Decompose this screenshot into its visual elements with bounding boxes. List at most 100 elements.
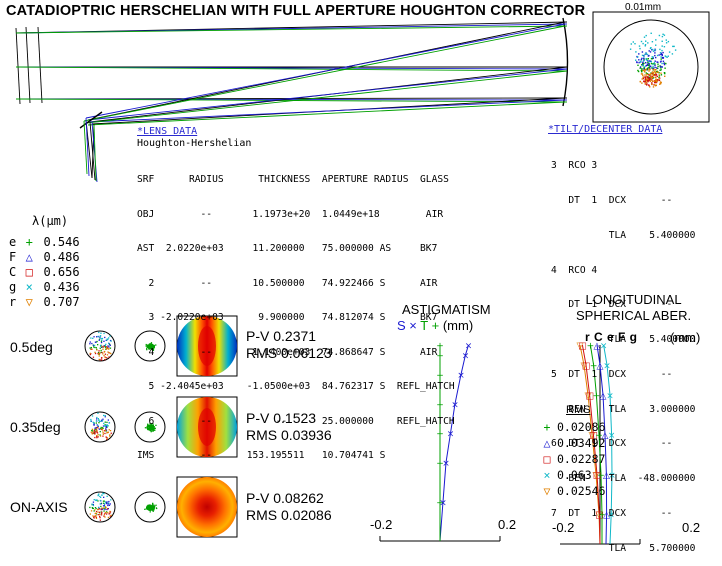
spot-point xyxy=(654,81,656,84)
spot-point xyxy=(641,82,643,84)
data-point: △ xyxy=(597,361,604,371)
spot-point xyxy=(647,42,649,44)
lens-row: 4 -- 1.1400e+03 74.868647 S AIR xyxy=(137,346,438,358)
large-spot-diagram xyxy=(592,11,710,123)
spot-point xyxy=(648,54,650,57)
data-point: △ xyxy=(600,391,607,401)
series-line xyxy=(439,344,469,542)
spot-point xyxy=(641,64,643,66)
spot-point xyxy=(650,76,652,79)
spot-point xyxy=(654,66,656,69)
spot-point xyxy=(652,66,654,68)
spot-point xyxy=(664,75,666,77)
spot-point xyxy=(640,73,643,75)
spot-point xyxy=(638,59,640,61)
spot-point xyxy=(656,71,659,73)
astig-xmax-label: 0.2 xyxy=(498,517,517,532)
spot-point xyxy=(650,32,652,34)
spot-point xyxy=(661,35,664,38)
spot-point xyxy=(658,79,661,81)
spot-point xyxy=(665,62,667,65)
tilt-row: 7 DT 1 DCX -- xyxy=(551,508,673,519)
spot-point xyxy=(656,54,659,57)
data-point: □ xyxy=(589,431,598,441)
spot-point xyxy=(655,79,657,82)
data-point: + xyxy=(587,342,595,352)
wavelength-value: 0.436 xyxy=(36,280,80,294)
spot-point xyxy=(652,74,654,77)
long-xmin-label: -0.2 xyxy=(552,520,575,535)
wavelength-letter: g xyxy=(9,280,17,294)
data-point: + xyxy=(593,391,601,401)
data-point: × xyxy=(607,511,615,521)
spot-point xyxy=(643,36,646,38)
spot-diagram-icon xyxy=(84,330,116,362)
tilt-row: 6 DT 1 DCX -- xyxy=(551,438,673,450)
wavelength-value: 0.486 xyxy=(36,250,80,264)
spot-point xyxy=(652,57,654,59)
spot-point xyxy=(654,69,656,71)
spot-point xyxy=(638,45,641,47)
spot-point xyxy=(649,65,651,67)
spot-point xyxy=(653,74,656,76)
spot-point xyxy=(637,64,639,66)
lens-data-table: SRF RADIUS THICKNESS APERTURE RADIUS GLA… xyxy=(137,151,455,473)
spot-point xyxy=(662,51,664,54)
spot-point xyxy=(645,72,647,74)
spot-point xyxy=(650,62,653,65)
tilt-row: BEN TLA 3.000000 xyxy=(551,403,696,415)
spot-point xyxy=(641,57,643,60)
data-point: ▽ xyxy=(577,342,584,352)
lens-name: Houghton-Hershelian xyxy=(137,138,252,149)
spot-point xyxy=(654,71,657,73)
astigmatism-plot: ×××××××+++++++ xyxy=(379,342,501,542)
spot-point xyxy=(665,39,667,41)
spot-point xyxy=(645,81,648,84)
spot-point xyxy=(666,56,668,58)
lens-data-heading[interactable]: *LENS DATA xyxy=(137,126,198,137)
rms-item: ▽ 0.02546 xyxy=(540,484,606,498)
spot-point xyxy=(656,79,659,81)
lens-row: AST 2.0220e+03 11.200000 75.000000 AS BK… xyxy=(137,243,438,254)
spot-point xyxy=(643,68,645,70)
series-line xyxy=(589,344,603,544)
long-xmax-label: 0.2 xyxy=(682,520,701,535)
spot-point xyxy=(651,76,654,79)
spot-point xyxy=(656,79,658,81)
spot-point xyxy=(648,77,650,79)
spot-point xyxy=(662,56,665,59)
spot-point xyxy=(652,63,654,66)
spot-point xyxy=(660,58,662,60)
spot-point xyxy=(651,82,653,84)
spot-point xyxy=(654,64,656,67)
spot-point xyxy=(644,44,647,46)
tilt-decenter-heading[interactable]: *TILT/DECENTER DATA xyxy=(548,124,663,135)
wavelength-value: 0.707 xyxy=(36,295,80,309)
page-title: CATADIOPTRIC HERSCHELIAN WITH FULL APERT… xyxy=(6,3,586,19)
spot-point xyxy=(636,56,639,58)
spot-point xyxy=(648,76,650,79)
wavefront-stats-on-axis: P-V 0.08262 RMS 0.02086 xyxy=(246,490,332,524)
spot-point xyxy=(644,70,646,73)
spot-point xyxy=(642,60,645,62)
spot-point xyxy=(657,67,659,70)
spot-point xyxy=(644,78,647,80)
wavelength-legend-header: λ(μm) xyxy=(32,214,69,228)
spot-point xyxy=(643,57,645,59)
spot-point xyxy=(641,73,644,75)
spot-point xyxy=(649,86,651,88)
data-point: ▽ xyxy=(585,391,592,401)
spot-point xyxy=(643,54,645,57)
spot-point xyxy=(650,72,652,74)
longitudinal-title-line2: SPHERICAL ABER. xyxy=(576,308,692,323)
pv-value: P-V 0.08262 xyxy=(246,490,324,506)
spot-point xyxy=(660,67,662,69)
spot-point xyxy=(652,80,654,82)
spot-point xyxy=(645,34,647,37)
field-label: ON-AXIS xyxy=(10,499,68,515)
spot-point xyxy=(645,80,647,82)
rms-item: × 0.063 xyxy=(540,468,592,482)
rms-value: RMS 0.03936 xyxy=(246,427,332,443)
wavelength-symbol: △ xyxy=(25,250,33,264)
spot-point xyxy=(674,49,677,51)
